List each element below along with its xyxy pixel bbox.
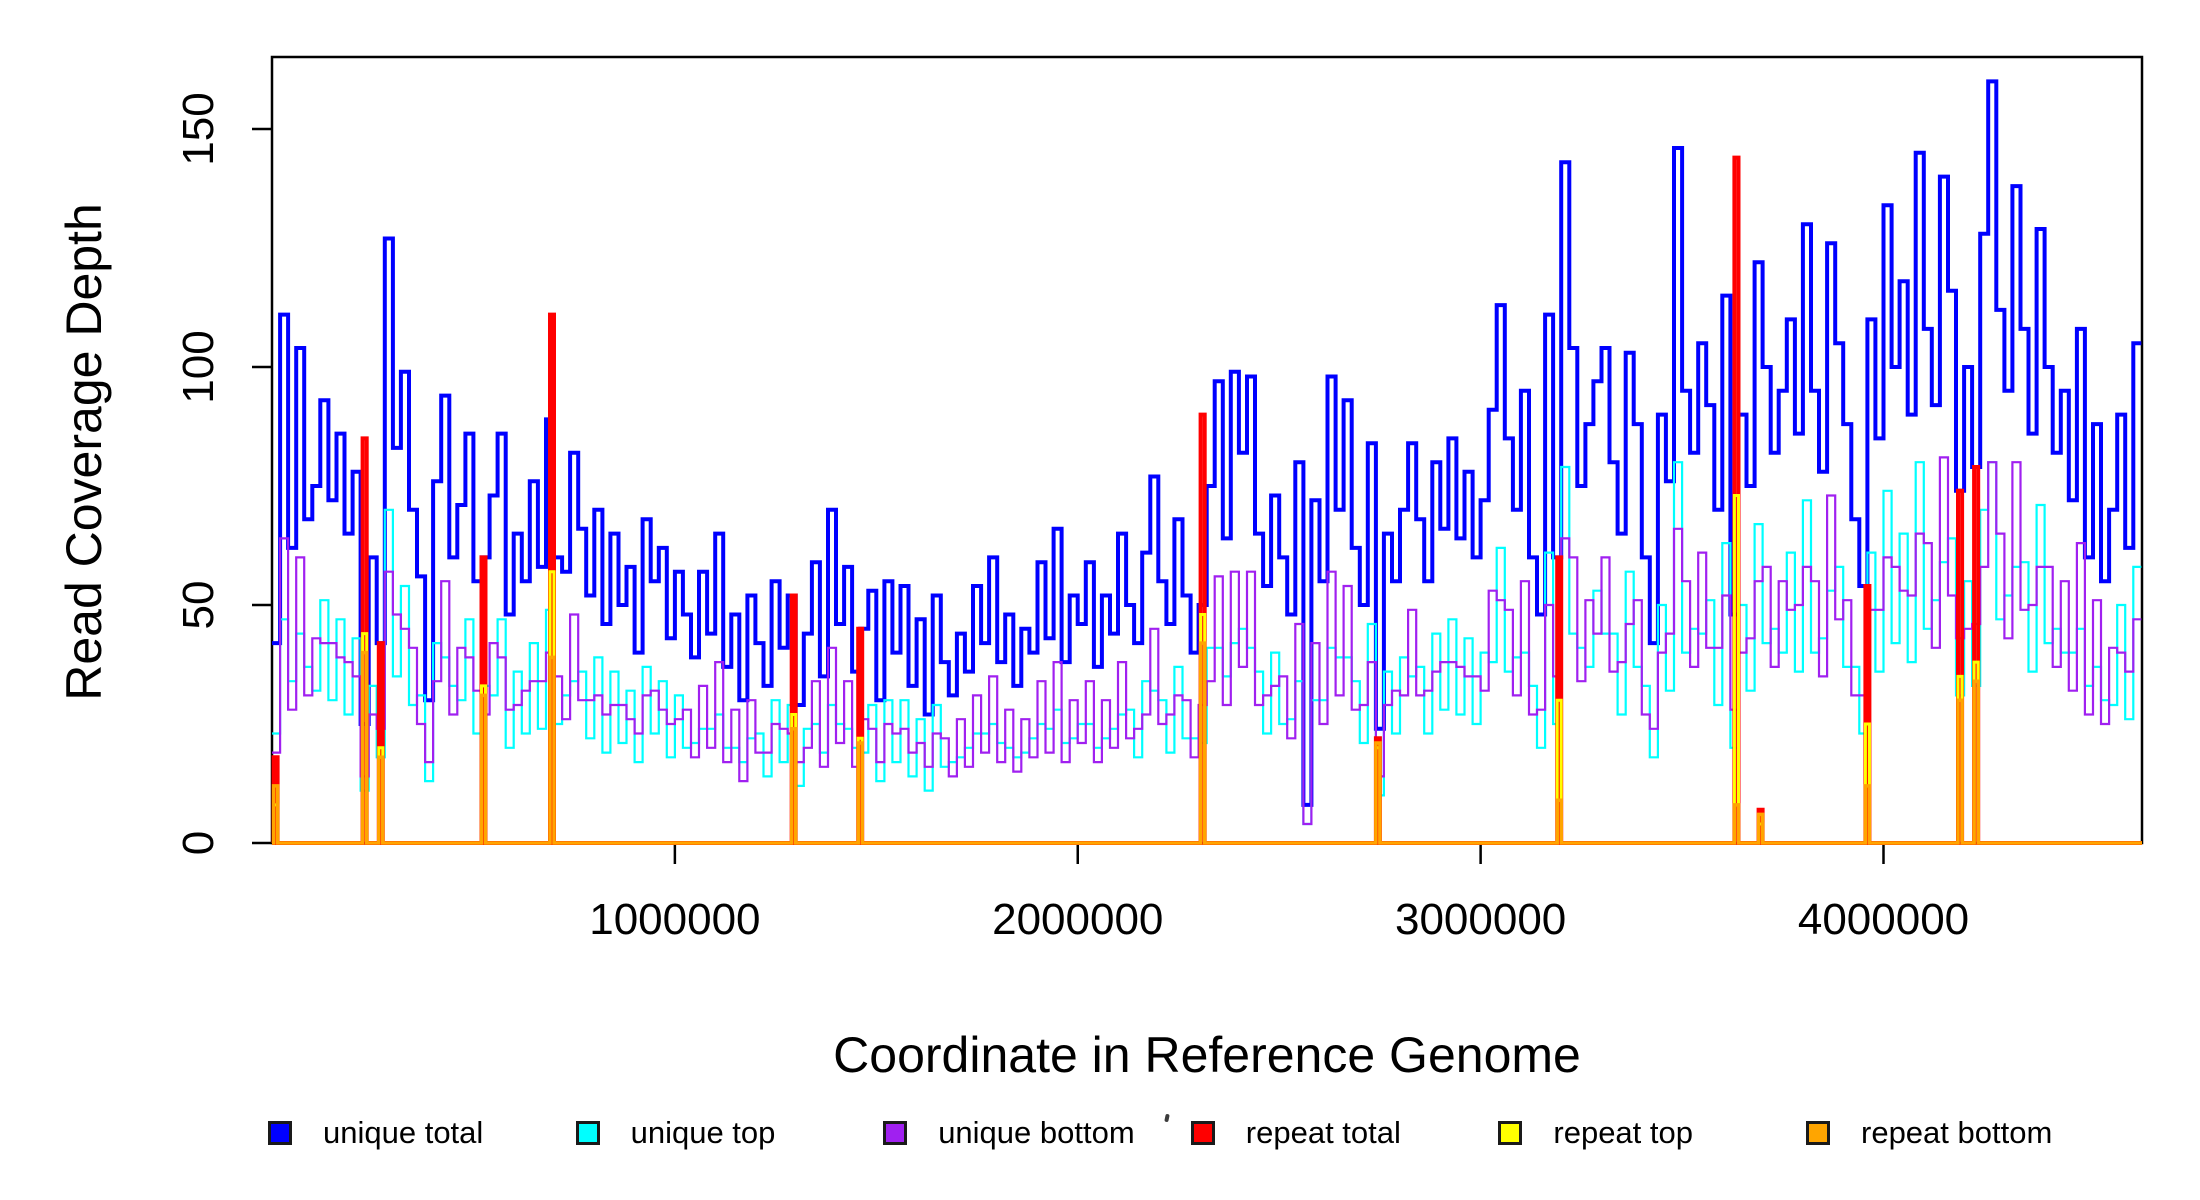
- series-repeat-bottom: [271, 641, 2142, 845]
- legend-swatch-unique-bottom: [883, 1121, 908, 1145]
- series-repeat-top: [272, 494, 2142, 845]
- legend-label-repeat-total: repeat total: [1245, 1115, 1401, 1150]
- legend-item-unique-bottom: unique bottom: [883, 1115, 1135, 1150]
- y-tick-label: 50: [174, 581, 223, 630]
- legend-swatch-unique-total: [268, 1121, 292, 1145]
- legend-item-unique-total: unique total: [268, 1115, 484, 1150]
- legend-item-repeat-top: repeat top: [1498, 1115, 1693, 1150]
- y-axis-title: Read Coverage Depth: [56, 203, 112, 701]
- legend-label-repeat-top: repeat top: [1553, 1115, 1693, 1150]
- legend-item-repeat-total: repeat total: [1190, 1115, 1401, 1150]
- x-tick-label: 1000000: [589, 895, 760, 944]
- y-tick-label: 0: [174, 831, 223, 855]
- legend-label-unique-bottom: unique bottom: [938, 1115, 1135, 1150]
- y-tick-label: 150: [174, 92, 223, 165]
- legend-swatch-repeat-total: [1190, 1121, 1215, 1145]
- y-tick-label: 100: [174, 330, 223, 403]
- legend-swatch-repeat-bottom: [1806, 1121, 1830, 1145]
- legend-label-unique-total: unique total: [323, 1115, 484, 1150]
- legend-swatch-repeat-top: [1498, 1121, 1523, 1145]
- x-tick-label: 3000000: [1395, 895, 1566, 944]
- legend-swatch-unique-top: [575, 1121, 600, 1145]
- series-repeat-total: [271, 155, 2142, 845]
- x-axis-title: Coordinate in Reference Genome: [833, 1027, 1581, 1083]
- x-tick-label: 4000000: [1798, 895, 1969, 944]
- legend-item-unique-top: unique top: [575, 1115, 776, 1150]
- legend-label-repeat-bottom: repeat bottom: [1861, 1115, 2053, 1150]
- legend-label-unique-top: unique top: [630, 1115, 776, 1150]
- legend-item-repeat-bottom: repeat bottom: [1806, 1115, 2053, 1150]
- x-tick-label: 2000000: [992, 895, 1163, 944]
